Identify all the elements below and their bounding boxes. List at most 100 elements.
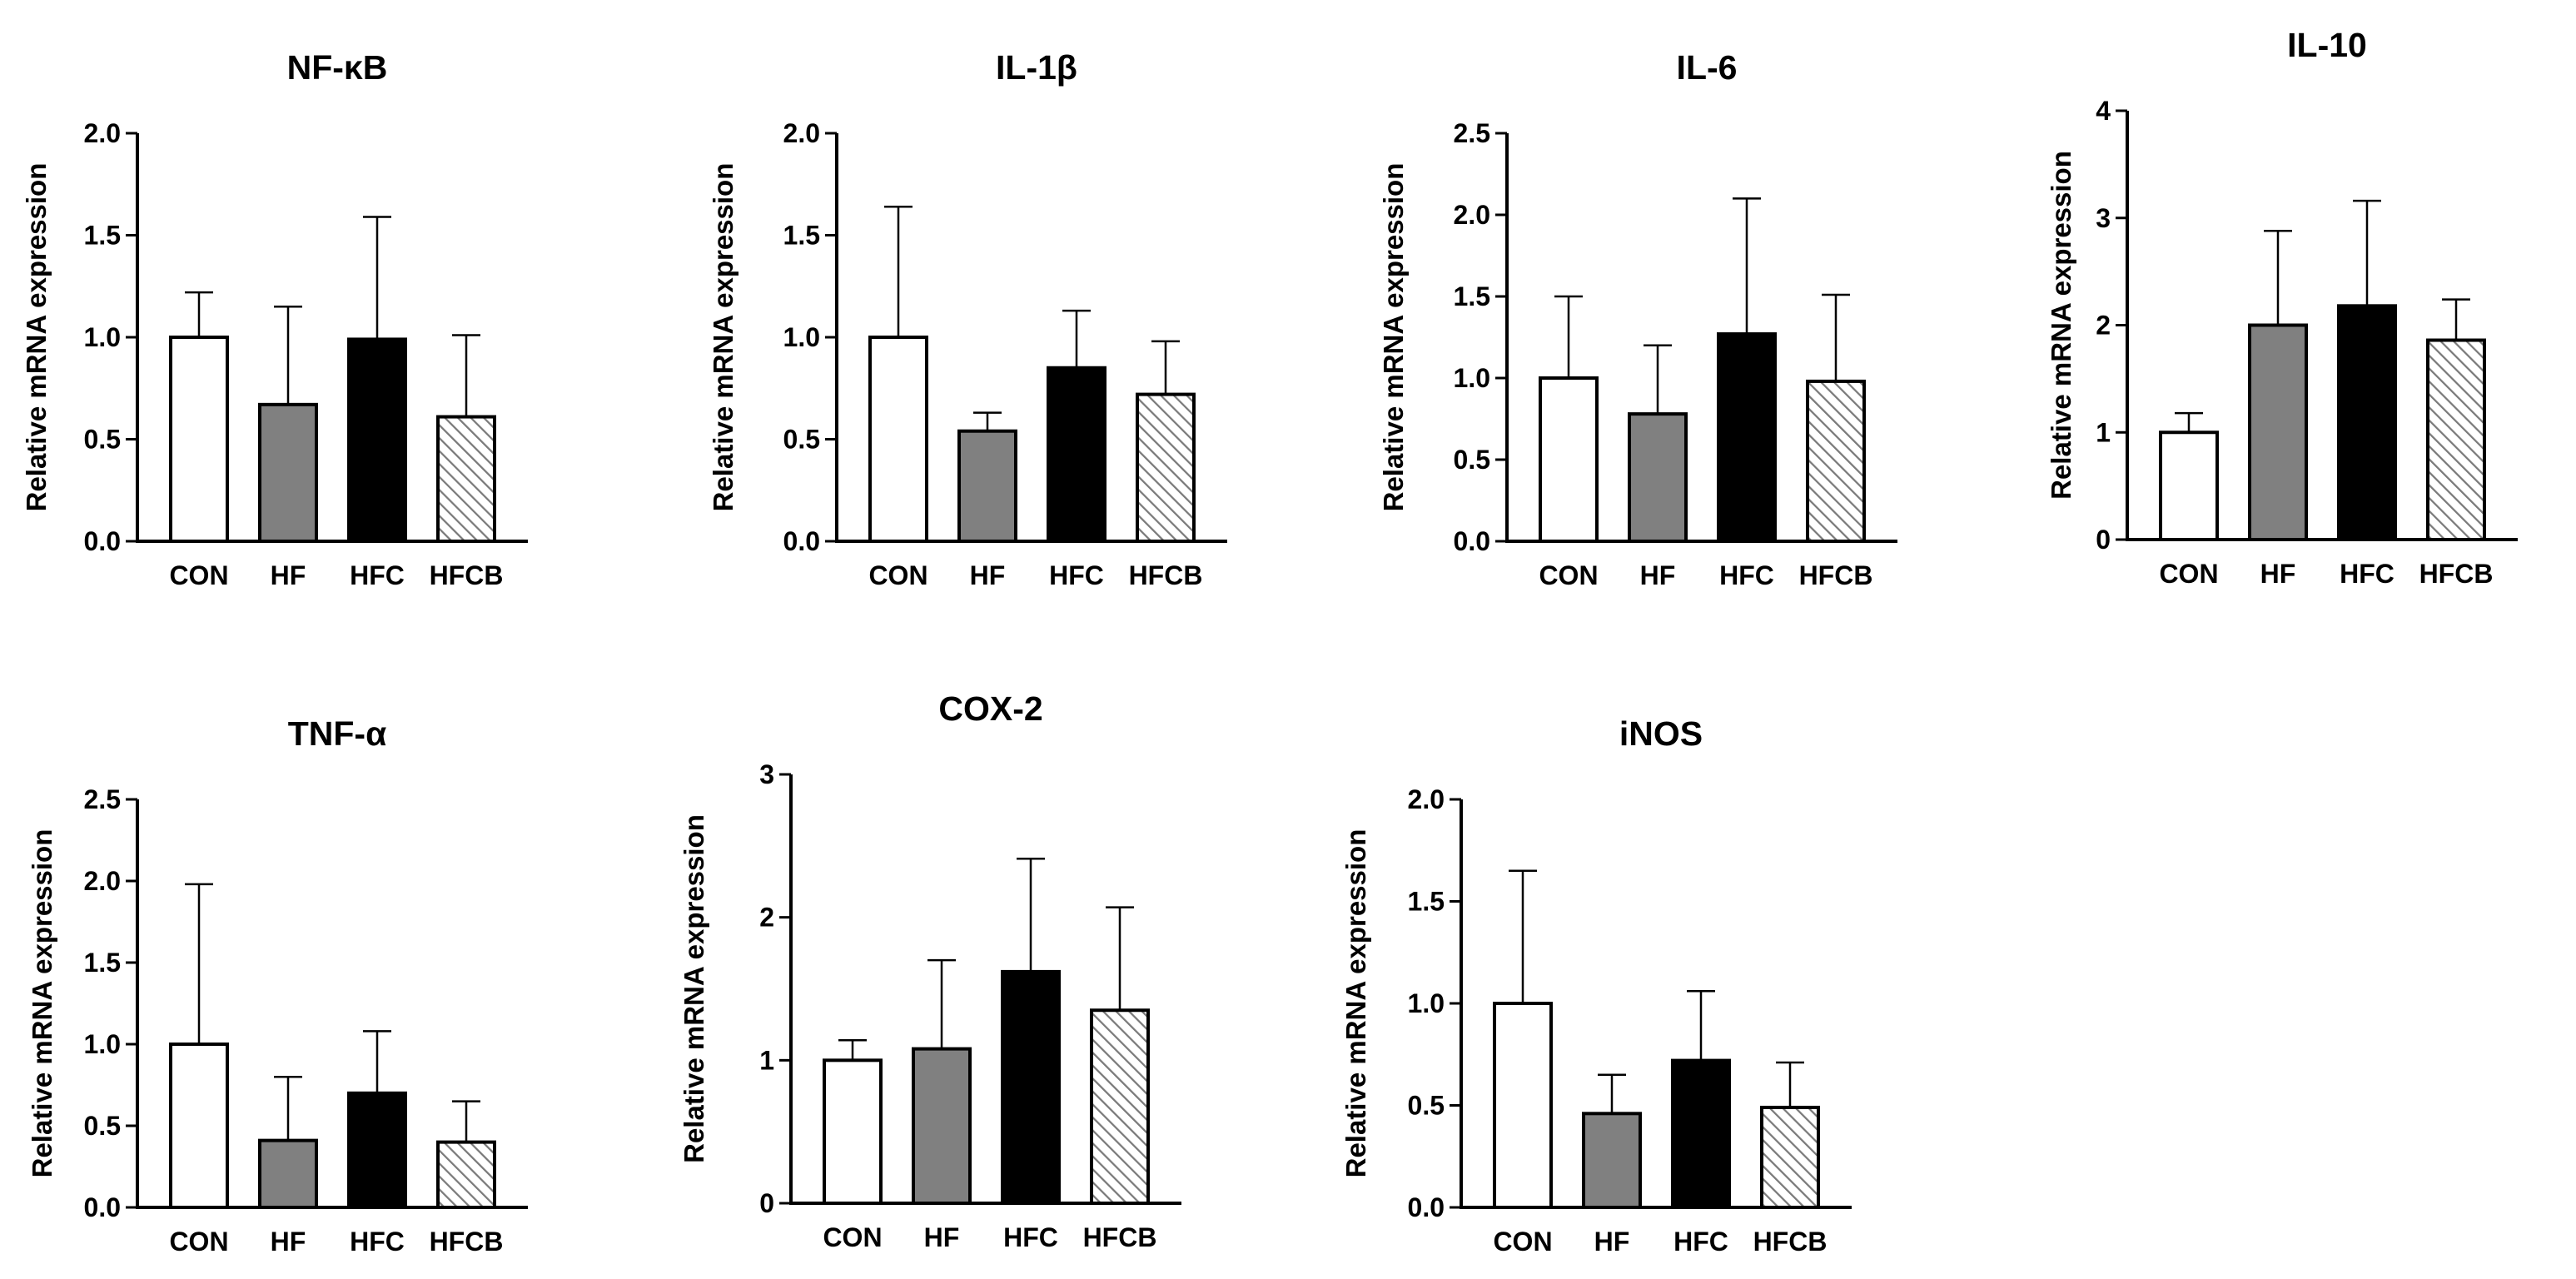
y-tick-label: 0.5 [84, 425, 121, 455]
y-tick-label: 1 [759, 1045, 774, 1075]
panel-title: iNOS [1619, 714, 1703, 753]
y-tick-label: 1.0 [84, 322, 121, 352]
x-tick-label: HFCB [1799, 560, 1873, 590]
panel-title: IL-10 [2287, 26, 2367, 64]
y-tick-label: 1.5 [783, 221, 820, 251]
bar-hfc [1001, 969, 1061, 1206]
bar-hfc [347, 337, 407, 544]
y-tick-label: 1.0 [1454, 363, 1490, 393]
chart-panel-1: NF-κB Relative mRNA expression CON HF HFC HFC… [21, 48, 528, 590]
x-tick-label: HFCB [1083, 1222, 1157, 1252]
y-axis-label: Relative mRNA expression [21, 163, 52, 512]
bar-hf [957, 429, 1017, 544]
y-axis-label: Relative mRNA expression [708, 163, 738, 512]
panel-title: NF-κB [287, 48, 388, 87]
bar-hfc [1671, 1058, 1731, 1209]
x-tick-label: HF [924, 1222, 960, 1252]
y-tick-label: 1.0 [84, 1029, 121, 1059]
panel-title: COX-2 [938, 689, 1042, 728]
y-tick-label: 1.0 [1408, 988, 1445, 1018]
bar-hfcb [436, 1140, 496, 1209]
y-tick-label: 2.0 [783, 118, 820, 148]
x-tick-label: CON [1493, 1227, 1552, 1257]
x-tick-label: HFC [1049, 560, 1104, 590]
x-tick-label: HF [271, 1227, 306, 1257]
x-tick-label: HFC [1719, 560, 1774, 590]
bar-con [2159, 430, 2219, 541]
y-tick-label: 0.5 [84, 1111, 121, 1141]
x-tick-label: HFC [1673, 1227, 1728, 1257]
y-tick-label: 1 [2096, 417, 2111, 447]
y-tick-label: 1.5 [84, 221, 121, 251]
y-axis-label: Relative mRNA expression [679, 814, 709, 1163]
y-axis-label: Relative mRNA expression [1340, 829, 1371, 1178]
x-tick-label: HFCB [430, 1227, 504, 1257]
y-tick-label: 3 [759, 759, 774, 789]
y-tick-label: 0.5 [1454, 445, 1490, 475]
y-tick-label: 0.5 [1408, 1091, 1445, 1121]
y-tick-label: 0.0 [1454, 526, 1490, 556]
x-tick-label: CON [823, 1222, 882, 1252]
y-axis-label: Relative mRNA expression [1378, 163, 1409, 512]
y-tick-label: 2.5 [1454, 118, 1490, 148]
panel-title: TNF-α [288, 714, 387, 753]
bar-hfc [1047, 366, 1106, 543]
bar-con [169, 1043, 229, 1209]
chart-panel-6: COX-2 Relative mRNA expression CON HF HFC HFC… [679, 689, 1181, 1252]
bar-con [868, 336, 928, 543]
y-tick-label: 1.5 [1454, 281, 1490, 311]
x-tick-label: HFCB [1753, 1227, 1828, 1257]
bar-hfcb [2426, 338, 2486, 541]
bar-hfcb [436, 415, 496, 543]
y-tick-label: 1.5 [84, 948, 121, 978]
bar-hfc [347, 1091, 407, 1210]
y-tick-label: 3 [2096, 203, 2111, 233]
bar-con [1493, 1002, 1553, 1209]
bar-con [169, 336, 229, 543]
bar-hfc [1717, 332, 1777, 543]
bar-con [1539, 376, 1599, 543]
x-tick-label: CON [868, 560, 927, 590]
chart-panel-4: IL-10 Relative mRNA expression CON HF HFC HFC… [2046, 26, 2518, 589]
y-tick-label: 2 [2096, 311, 2111, 341]
x-tick-label: HF [271, 560, 306, 590]
bar-hfcb [1760, 1105, 1820, 1209]
panel-title: IL-1β [996, 48, 1077, 87]
y-axis-label: Relative mRNA expression [2046, 151, 2076, 500]
x-tick-label: HFCB [430, 560, 504, 590]
bar-hf [1628, 412, 1688, 543]
x-tick-label: HF [2260, 559, 2296, 589]
y-axis-label: Relative mRNA expression [27, 829, 57, 1178]
x-tick-label: HFCB [2419, 559, 2494, 589]
bar-hf [258, 1138, 318, 1210]
y-tick-label: 0.0 [783, 526, 820, 556]
bar-hf [2248, 323, 2308, 541]
bar-hf [258, 402, 318, 543]
x-tick-label: CON [169, 1227, 228, 1257]
y-tick-label: 2.0 [84, 118, 121, 148]
y-tick-label: 2.0 [1454, 200, 1490, 230]
x-tick-label: HFCB [1129, 560, 1203, 590]
y-tick-label: 0 [759, 1188, 774, 1218]
x-tick-label: HFC [350, 1227, 405, 1257]
bar-hf [912, 1047, 972, 1205]
y-tick-label: 2.0 [84, 866, 121, 896]
y-tick-label: 0.5 [783, 425, 820, 455]
x-tick-label: HFC [350, 560, 405, 590]
x-tick-label: HF [1640, 560, 1676, 590]
y-tick-label: 0.0 [1408, 1192, 1445, 1222]
panel-title: IL-6 [1677, 48, 1738, 87]
bar-hfcb [1090, 1008, 1150, 1205]
y-tick-label: 2.5 [84, 784, 121, 814]
y-tick-label: 4 [2096, 96, 2111, 126]
x-tick-label: HF [1594, 1227, 1630, 1257]
y-tick-label: 0.0 [84, 526, 121, 556]
chart-panel-7: iNOS Relative mRNA expression CON HF HFC HFCB… [1340, 714, 1852, 1257]
y-tick-label: 1.5 [1408, 887, 1445, 917]
x-tick-label: CON [1539, 560, 1598, 590]
bar-hfc [2337, 304, 2397, 541]
bar-con [823, 1058, 883, 1206]
y-tick-label: 0 [2096, 525, 2111, 555]
chart-panel-2: IL-1β Relative mRNA expression CON HF HFC HFC… [708, 48, 1227, 590]
